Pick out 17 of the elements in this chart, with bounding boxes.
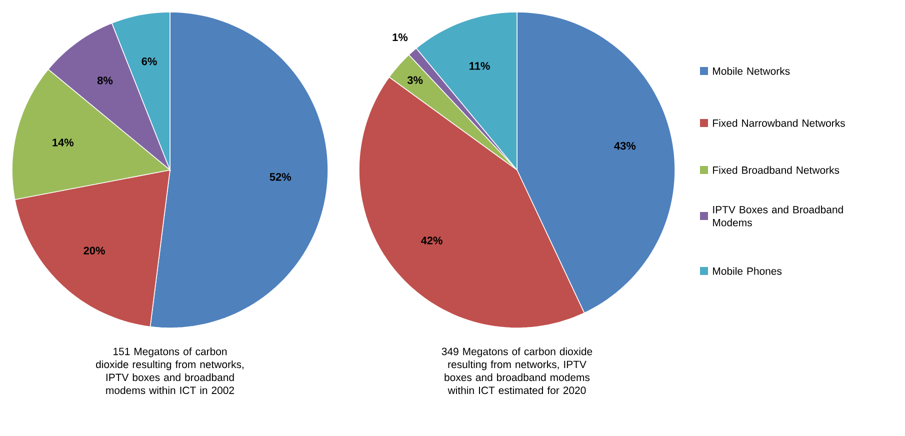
data-label: 52% (270, 173, 292, 181)
data-label: 20% (84, 246, 105, 254)
data-label: 11% (470, 62, 490, 70)
data-label: 6% (142, 57, 157, 66)
data-label: 1% (392, 33, 408, 42)
text: 151 Megatons of carbon dioxide resulting from networks, IPTV boxes and broadband modems within ICT in 2002 (96, 348, 244, 394)
data-label: 14% (52, 138, 74, 146)
text: 349 Megatons of carbon dioxide resulting from networks, IPTV boxes and broadband modems within ICT estimated for 2020 (442, 348, 592, 394)
data-label: 3% (407, 76, 423, 84)
legend-label: Fixed Narrowband Networks (713, 119, 845, 127)
legend-label: Fixed Broadband Networks (713, 166, 840, 174)
data-label: 8% (97, 76, 113, 84)
legend-label: Mobile Phones (713, 267, 782, 275)
legend-label: IPTV Boxes and Broadband Modems (713, 206, 843, 226)
data-label: 43% (614, 142, 636, 150)
data-label: 42% (420, 236, 442, 244)
legend-label: Mobile Networks (713, 67, 790, 75)
